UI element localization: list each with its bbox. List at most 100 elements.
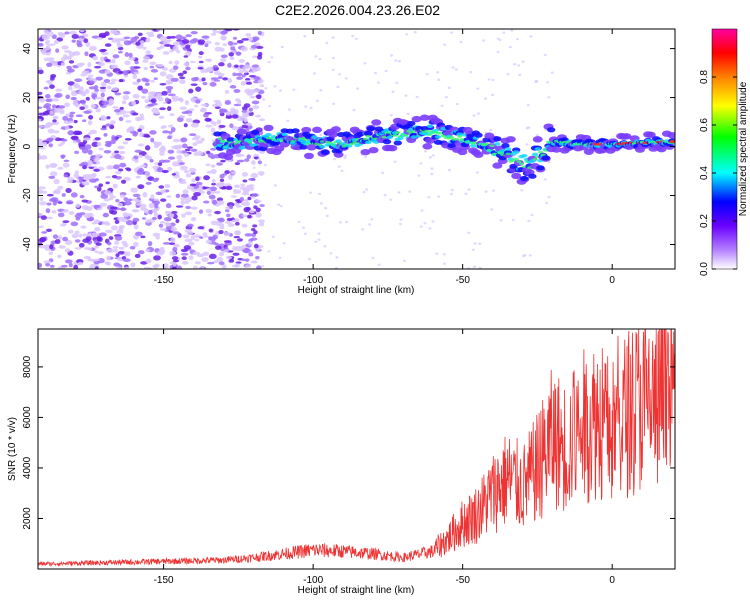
noise-speck: [243, 117, 248, 123]
noise-speck: [103, 149, 112, 154]
noise-speck: [134, 60, 139, 65]
noise-speck: [481, 39, 485, 42]
noise-speck: [130, 262, 136, 268]
noise-speck: [114, 219, 120, 225]
noise-speck: [190, 30, 198, 35]
ridge-blob: [520, 175, 529, 182]
noise-speck: [95, 242, 102, 246]
noise-speck: [172, 45, 179, 52]
noise-speck: [45, 98, 53, 102]
noise-speck: [107, 37, 114, 41]
noise-speck: [258, 118, 266, 122]
ridge-blob: [656, 145, 667, 153]
noise-speck: [116, 175, 122, 180]
noise-speck: [135, 41, 141, 46]
noise-speck: [78, 242, 85, 248]
noise-speck: [87, 120, 93, 126]
noise-speck: [247, 241, 253, 246]
noise-speck: [48, 175, 56, 179]
noise-speck: [191, 178, 196, 183]
noise-speck: [238, 70, 245, 73]
noise-speck: [180, 248, 189, 253]
ridge-blob: [449, 135, 455, 139]
noise-speck: [147, 240, 153, 247]
noise-speck: [62, 162, 70, 168]
noise-speck: [402, 259, 406, 263]
noise-speck: [218, 124, 226, 128]
noise-speck: [247, 214, 252, 219]
noise-speck: [442, 262, 446, 265]
bottom-ytick-label: 8000: [22, 355, 33, 378]
noise-speck: [123, 251, 131, 257]
noise-speck: [74, 239, 81, 243]
noise-speck: [214, 242, 219, 246]
noise-speck: [440, 104, 444, 107]
noise-speck: [181, 213, 186, 218]
noise-speck: [111, 225, 118, 231]
ridge-blob: [333, 151, 344, 158]
noise-speck: [118, 246, 125, 250]
noise-speck: [94, 154, 103, 157]
noise-speck: [241, 74, 246, 78]
ridge-blob: [474, 132, 483, 138]
noise-speck: [183, 245, 192, 250]
noise-speck: [38, 262, 43, 269]
noise-speck: [511, 218, 515, 222]
noise-speck: [135, 205, 140, 208]
noise-speck: [114, 235, 123, 241]
noise-speck: [191, 77, 198, 82]
noise-speck: [104, 58, 111, 63]
noise-speck: [175, 218, 180, 224]
noise-speck: [223, 231, 231, 236]
noise-speck: [252, 70, 256, 73]
noise-speck: [159, 83, 167, 86]
ridge-blob: [540, 153, 546, 157]
noise-speck: [122, 114, 130, 118]
noise-speck: [324, 206, 328, 210]
noise-speck: [145, 50, 151, 55]
noise-speck: [243, 199, 249, 202]
noise-speck: [52, 119, 57, 123]
noise-speck: [94, 137, 101, 141]
noise-speck: [52, 115, 59, 120]
noise-speck: [267, 60, 271, 64]
noise-speck: [167, 81, 173, 85]
noise-speck: [162, 159, 171, 163]
noise-speck: [113, 109, 121, 113]
noise-speck: [255, 207, 261, 213]
noise-speck: [64, 102, 70, 108]
noise-speck: [184, 148, 191, 152]
noise-speck: [204, 43, 209, 48]
noise-speck: [526, 103, 530, 107]
noise-speck: [506, 72, 510, 76]
noise-speck: [143, 266, 152, 269]
noise-speck: [81, 181, 90, 186]
ridge-blob: [291, 128, 300, 134]
noise-speck: [55, 48, 60, 53]
noise-speck: [437, 195, 441, 198]
noise-speck: [121, 217, 127, 223]
ridge-blob: [223, 153, 234, 161]
noise-speck: [203, 175, 211, 181]
noise-speck: [44, 40, 51, 43]
noise-speck: [227, 77, 233, 84]
noise-speck: [38, 225, 44, 229]
noise-speck: [114, 154, 122, 160]
noise-speck: [167, 166, 173, 171]
noise-speck: [204, 40, 212, 45]
noise-speck: [38, 244, 46, 249]
noise-speck: [195, 176, 200, 182]
noise-speck: [535, 134, 539, 137]
noise-speck: [123, 36, 131, 40]
noise-speck: [80, 225, 87, 229]
noise-speck: [66, 200, 74, 205]
noise-speck: [447, 86, 451, 90]
noise-speck: [73, 264, 79, 269]
noise-speck: [100, 127, 108, 131]
noise-speck: [59, 224, 67, 227]
noise-speck: [241, 109, 247, 113]
noise-speck: [257, 157, 261, 161]
noise-speck: [153, 144, 159, 149]
noise-speck: [113, 164, 120, 170]
